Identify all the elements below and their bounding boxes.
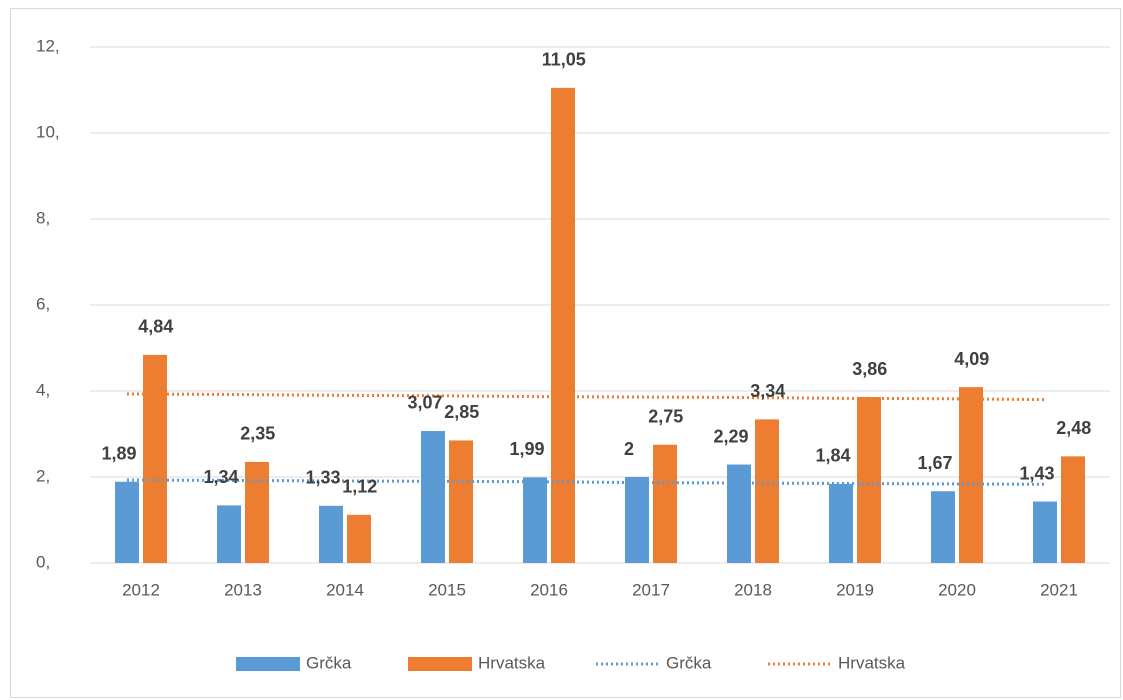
y-tick-label: 6,: [36, 294, 50, 313]
y-tick-label: 10,: [36, 122, 60, 141]
bar: [421, 430, 445, 563]
data-label: 2,85: [444, 402, 479, 422]
data-label: 4,84: [138, 317, 173, 337]
bar: [829, 483, 853, 563]
bar: [727, 464, 751, 563]
trendline: [126, 478, 1046, 486]
x-tick-label: 2014: [326, 580, 364, 599]
legend-label: Hrvatska: [838, 653, 906, 672]
bar: [625, 477, 649, 563]
y-tick-label: 2,: [36, 466, 50, 485]
data-label: 1,89: [101, 443, 136, 463]
bar: [319, 505, 343, 563]
bar: [1061, 456, 1085, 563]
bar: [551, 87, 575, 563]
bar: [523, 477, 547, 563]
bar: [245, 461, 269, 563]
x-tick-label: 2015: [428, 580, 466, 599]
data-label: 3,34: [750, 381, 785, 401]
legend-swatch: [236, 657, 300, 671]
legend-label: Grčka: [306, 653, 352, 672]
data-label: 1,34: [203, 467, 238, 487]
data-label: 2: [624, 439, 634, 459]
data-label: 2,29: [713, 426, 748, 446]
legend-label: Grčka: [666, 653, 712, 672]
x-tick-label: 2013: [224, 580, 262, 599]
data-label: 11,05: [542, 50, 586, 70]
x-tick-label: 2020: [938, 580, 976, 599]
data-label: 4,09: [954, 349, 989, 369]
y-tick-label: 8,: [36, 208, 50, 227]
bar: [653, 444, 677, 563]
bar: [931, 491, 955, 563]
bar: [143, 354, 167, 563]
x-tick-label: 2021: [1040, 580, 1078, 599]
y-tick-label: 0,: [36, 552, 50, 571]
data-label: 1,12: [342, 477, 377, 497]
y-tick-label: 4,: [36, 380, 50, 399]
data-label: 1,67: [917, 453, 952, 473]
bar: [857, 397, 881, 563]
data-label: 1,84: [815, 446, 850, 466]
data-label: 1,99: [509, 439, 544, 459]
data-label: 1,43: [1019, 463, 1054, 483]
data-label: 2,48: [1056, 418, 1091, 438]
bar: [755, 419, 779, 563]
bar: [347, 514, 371, 563]
x-tick-label: 2019: [836, 580, 874, 599]
x-tick-label: 2018: [734, 580, 772, 599]
legend-swatch: [408, 657, 472, 671]
data-label: 1,33: [305, 468, 340, 488]
legend-label: Hrvatska: [478, 653, 546, 672]
data-label: 2,35: [240, 424, 275, 444]
x-tick-label: 2016: [530, 580, 568, 599]
x-tick-label: 2017: [632, 580, 670, 599]
y-tick-label: 12,: [36, 36, 60, 55]
data-label: 3,86: [852, 359, 887, 379]
bar: [449, 440, 473, 563]
bar: [959, 387, 983, 563]
bar: [1033, 501, 1057, 563]
data-label: 2,75: [648, 407, 683, 427]
trendline: [126, 392, 1046, 402]
bar: [217, 505, 241, 563]
x-tick-label: 2012: [122, 580, 160, 599]
bar: [115, 481, 139, 563]
data-label: 3,07: [407, 393, 442, 413]
